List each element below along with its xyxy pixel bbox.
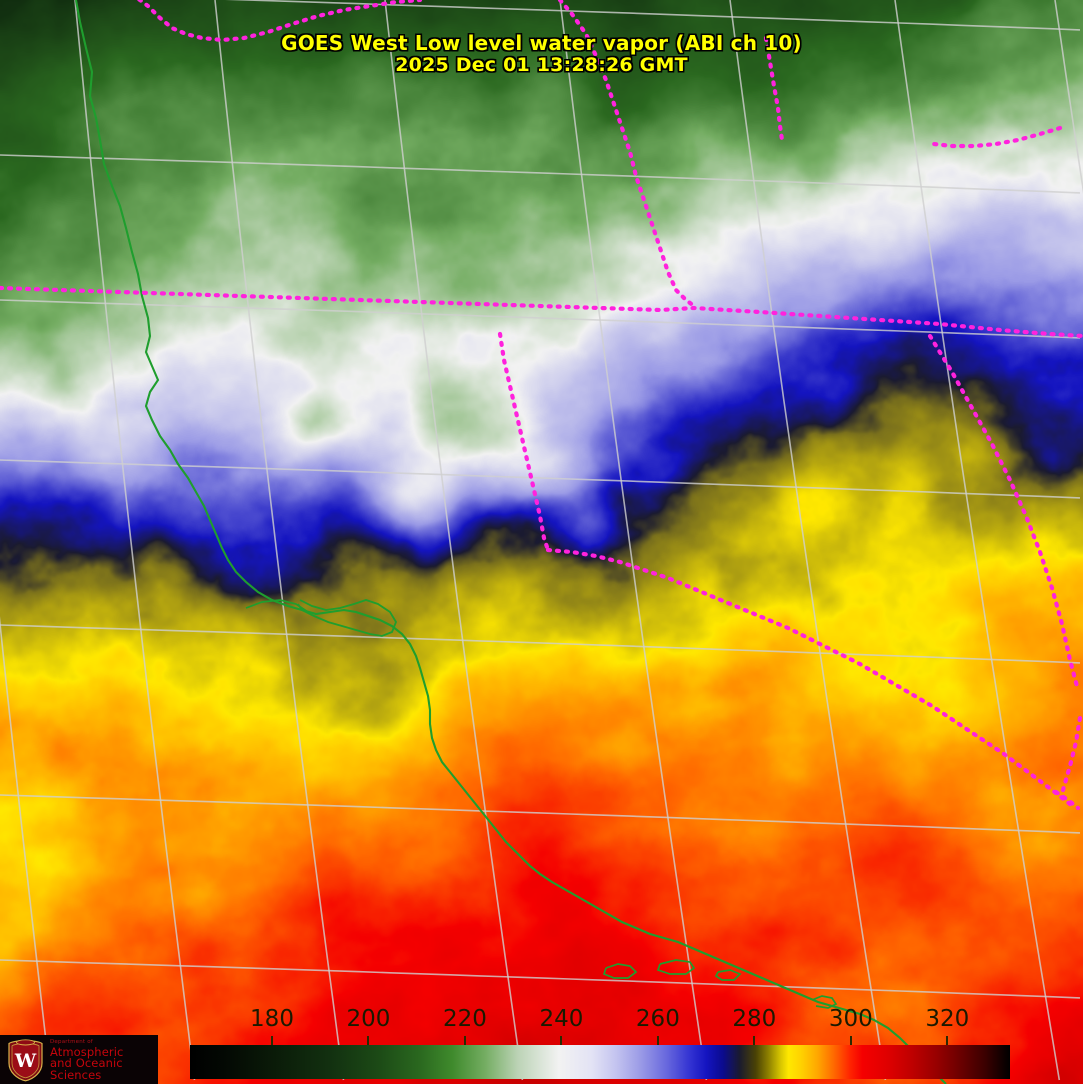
logo-dept-label: Department of (50, 1039, 93, 1045)
svg-text:W: W (14, 1050, 37, 1072)
uw-aos-logo: W Department of Atmospheric and Oceanic … (0, 1035, 158, 1084)
uw-crest-icon: W (8, 1039, 43, 1082)
logo-line-2: and Oceanic Sciences (50, 1056, 123, 1083)
logo-text-block: Department of Atmospheric and Oceanic Sc… (50, 1039, 156, 1083)
logo-line-1: Atmospheric (50, 1044, 124, 1059)
